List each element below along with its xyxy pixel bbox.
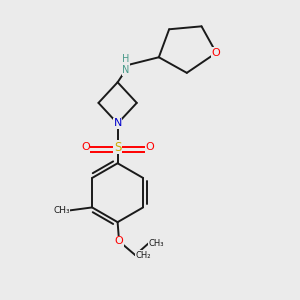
Text: N: N bbox=[113, 118, 122, 128]
Text: CH₂: CH₂ bbox=[135, 250, 151, 260]
Text: H
N: H N bbox=[122, 54, 129, 75]
Text: S: S bbox=[114, 141, 121, 154]
Text: O: O bbox=[115, 236, 124, 246]
Text: O: O bbox=[81, 142, 90, 152]
Text: O: O bbox=[146, 142, 154, 152]
Text: CH₃: CH₃ bbox=[148, 239, 164, 248]
Text: O: O bbox=[212, 48, 220, 58]
Text: CH₃: CH₃ bbox=[53, 206, 70, 215]
